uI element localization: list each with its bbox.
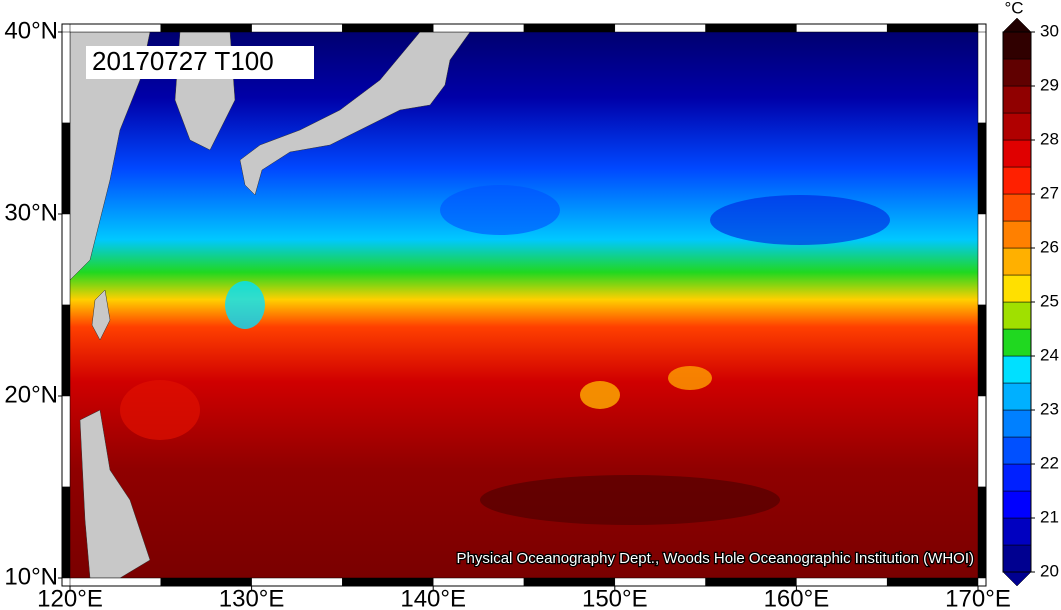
border-bar <box>251 23 343 33</box>
cool-eddy <box>225 281 265 329</box>
colorbar-tick-label: 20 <box>1040 561 1059 580</box>
border-bar <box>160 23 252 33</box>
border-bar <box>69 23 162 33</box>
colorbar-segment <box>1002 490 1032 519</box>
border-bar <box>61 122 71 215</box>
label-box <box>86 46 314 79</box>
colorbar-segment <box>1002 112 1032 141</box>
border-bar <box>977 395 987 488</box>
colorbar-tick-label: 30 <box>1040 21 1059 40</box>
colorbar-under <box>1002 571 1032 587</box>
colorbar-segment <box>1002 301 1032 330</box>
y-tick-label: 40°N <box>4 17 58 44</box>
border-bar <box>796 23 888 33</box>
x-tick-label: 120°E <box>37 585 103 610</box>
map-border <box>61 23 987 587</box>
frame <box>61 23 987 587</box>
x-tick-label: 170°E <box>945 585 1011 610</box>
colorbar-tick-label: 26 <box>1040 237 1059 256</box>
cool-eddy <box>440 185 560 235</box>
x-tick-label: 140°E <box>400 585 466 610</box>
y-tick-label: 30°N <box>4 199 58 226</box>
colorbar-segment <box>1002 85 1032 114</box>
colorbar-tick-label: 23 <box>1040 399 1059 418</box>
colorbar-segment <box>1002 193 1032 222</box>
land <box>239 31 471 196</box>
colorbar-segment <box>1002 139 1032 168</box>
colorbar: °C 20 21 22 23 24 25 26 27 28 29 30 <box>1002 0 1059 587</box>
y-tick-label: 10°N <box>4 563 58 590</box>
border-bar <box>432 23 525 33</box>
colorbar-segment <box>1002 463 1032 492</box>
colorbar-segment <box>1002 355 1032 384</box>
border-bar <box>977 31 987 124</box>
border-bar <box>523 23 616 33</box>
land <box>79 409 151 579</box>
colorbar-segment <box>1002 58 1032 87</box>
colorbar-segment <box>1002 274 1032 303</box>
colorbar-tick-label: 25 <box>1040 291 1059 310</box>
colorbar-segment <box>1002 436 1032 465</box>
border-bar <box>977 486 987 579</box>
colorbar-tick-label: 21 <box>1040 507 1059 526</box>
border-bar <box>977 213 987 306</box>
colorbar-segment <box>1002 166 1032 195</box>
border-bar <box>705 23 797 33</box>
colorbar-tick-label: 28 <box>1040 129 1059 148</box>
axes: 120°E 130°E 140°E 150°E 160°E 170°E 10°N 20°N 30… <box>4 17 1010 610</box>
colorbar-tick-label: 27 <box>1040 183 1059 202</box>
border-bar <box>61 213 71 306</box>
credit: Physical Oceanography Dept., Woods Hole … <box>457 550 974 567</box>
cool-eddy <box>710 195 890 245</box>
colorbar-segment <box>1002 31 1032 60</box>
land <box>91 289 111 341</box>
colorbar-segment <box>1002 247 1032 276</box>
colorbar-tick-label: 24 <box>1040 345 1059 364</box>
x-tick-label: 160°E <box>764 585 830 610</box>
border-bar <box>614 23 706 33</box>
border-bar <box>61 486 71 579</box>
warm-patch <box>120 380 200 440</box>
y-tick-label: 20°N <box>4 381 58 408</box>
colorbar-tick-label: 29 <box>1040 75 1059 94</box>
border-bar <box>977 122 987 215</box>
warm-patch <box>580 381 620 409</box>
colorbar-over <box>1002 17 1032 33</box>
map-area: 20170727 T100 Physical Oceanography Dept… <box>69 31 978 579</box>
border-bar <box>61 304 71 397</box>
colorbar-tick-label: 22 <box>1040 453 1059 472</box>
colorbar-segment <box>1002 382 1032 411</box>
colorbar-segment <box>1002 409 1032 438</box>
colorbar-segment <box>1002 517 1032 546</box>
border-bar <box>886 23 979 33</box>
x-tick-label: 150°E <box>582 585 648 610</box>
colorbar-segment <box>1002 328 1032 357</box>
date-label: 20170727 T100 <box>92 46 274 76</box>
border-bar <box>342 23 434 33</box>
border-bar <box>977 304 987 397</box>
warm-patch <box>480 475 780 525</box>
colorbar-segment <box>1002 220 1032 249</box>
colorbar-unit: °C <box>1004 0 1023 17</box>
colorbar-segment <box>1002 544 1032 573</box>
border-bar <box>61 395 71 488</box>
border-bar <box>61 31 71 124</box>
x-tick-label: 130°E <box>219 585 285 610</box>
warm-patch <box>668 366 712 390</box>
